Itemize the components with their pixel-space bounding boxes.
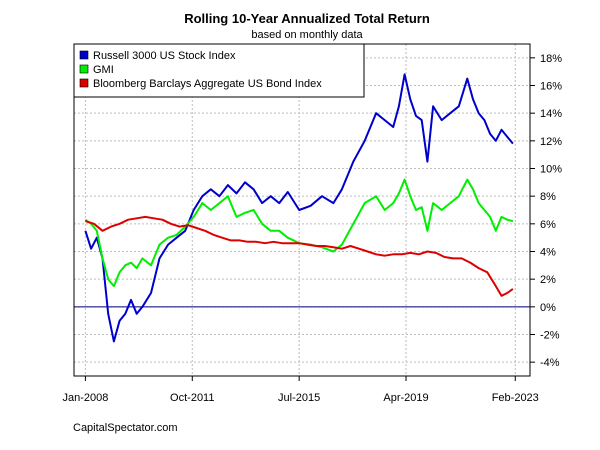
y-tick-label: 18% bbox=[540, 53, 562, 65]
y-tick-label: 14% bbox=[540, 108, 562, 120]
series-lines bbox=[84, 73, 514, 343]
y-tick-label: 2% bbox=[540, 274, 556, 286]
legend-box bbox=[73, 43, 365, 98]
legend-label-2: GMI bbox=[93, 64, 114, 76]
y-tick-label: 6% bbox=[540, 219, 556, 231]
chart-title: Rolling 10-Year Annualized Total Return bbox=[184, 11, 430, 26]
series-line-3 bbox=[85, 215, 514, 297]
y-tick-label: 10% bbox=[540, 164, 562, 176]
y-axis: -4% -2% 0% 2% 4% 6% 8% 10% 12% 14% 16% 18% bbox=[530, 53, 562, 369]
y-tick-label: -2% bbox=[540, 330, 560, 342]
x-tick-label: Jul-2015 bbox=[278, 392, 320, 404]
y-tick-label: 12% bbox=[540, 136, 562, 148]
x-tick-label: Oct-2011 bbox=[170, 392, 214, 404]
legend-label-3: Bloomberg Barclays Aggregate US Bond Ind… bbox=[93, 78, 322, 90]
y-tick-label: 8% bbox=[540, 191, 556, 203]
source-credit: CapitalSpectator.com bbox=[73, 422, 178, 434]
legend: Russell 3000 US Stock Index GMI Bloomberg … bbox=[73, 43, 365, 98]
legend-label-1: Russell 3000 US Stock Index bbox=[93, 50, 236, 62]
y-tick-label: 0% bbox=[540, 302, 556, 314]
chart-subtitle: based on monthly data bbox=[251, 29, 363, 41]
legend-swatch-2 bbox=[79, 64, 89, 74]
x-tick-label: Apr-2019 bbox=[383, 392, 428, 404]
x-axis: Jan-2008 Oct-2011 Jul-2015 Apr-2019 Feb-2023 bbox=[62, 376, 539, 404]
legend-swatch-1 bbox=[79, 50, 89, 60]
legend-swatch-3 bbox=[79, 78, 89, 88]
y-tick-label: -4% bbox=[540, 357, 560, 369]
series-line-1 bbox=[84, 73, 514, 343]
x-tick-label: Jan-2008 bbox=[62, 392, 108, 404]
y-tick-label: 16% bbox=[540, 81, 562, 93]
y-tick-label: 4% bbox=[540, 247, 556, 259]
x-tick-label: Feb-2023 bbox=[492, 392, 539, 404]
